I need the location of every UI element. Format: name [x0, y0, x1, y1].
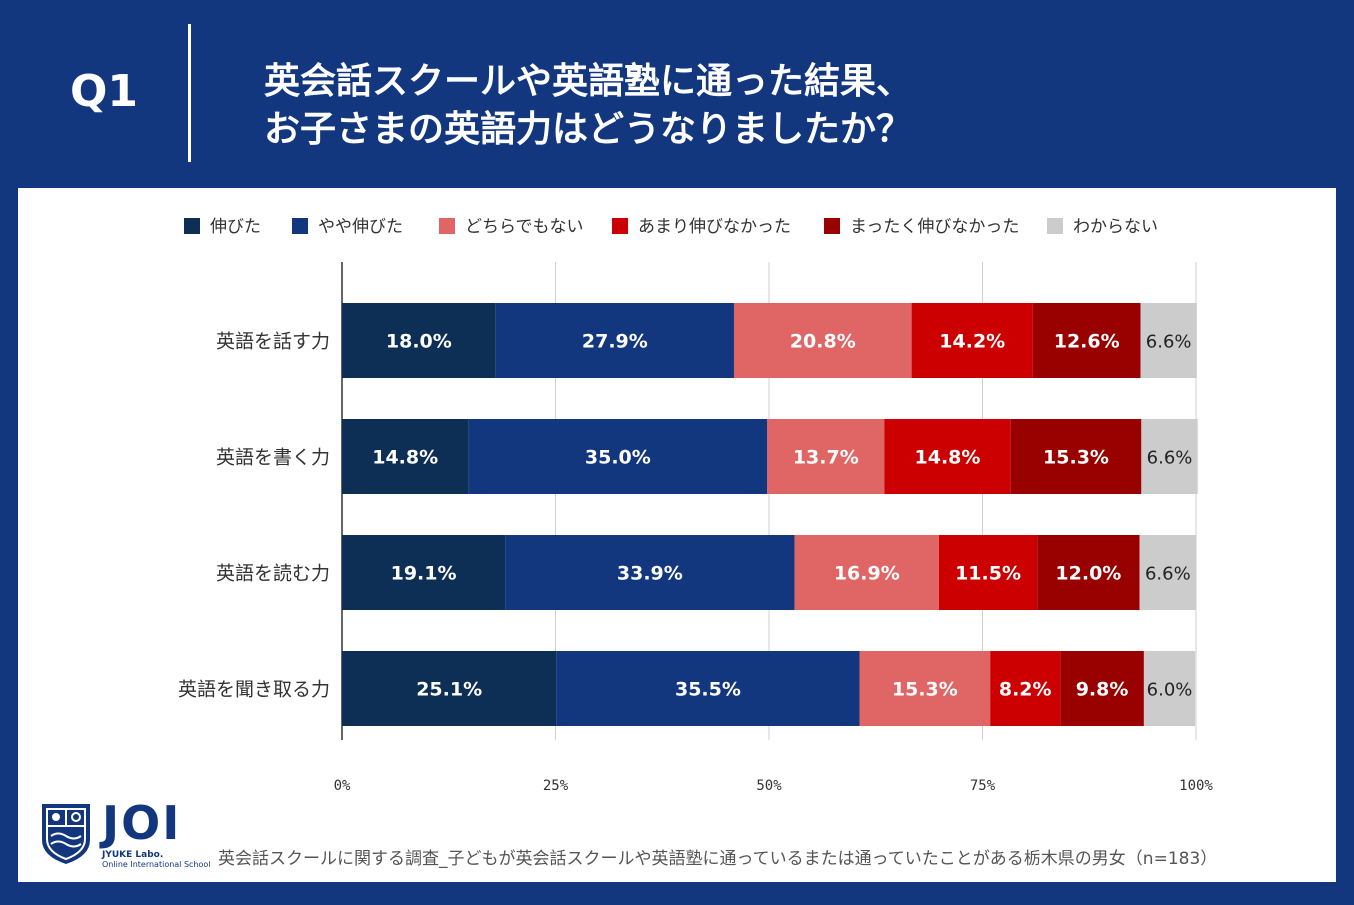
bar-segment	[794, 535, 939, 610]
legend-label: あまり伸びなかった	[638, 217, 791, 237]
shield-icon	[42, 804, 90, 864]
data-label: 16.9%	[834, 563, 900, 585]
category-label: 英語を読む力	[216, 563, 330, 585]
data-label: 14.8%	[915, 447, 981, 469]
data-label: 6.6%	[1146, 332, 1192, 353]
bar-segment	[1141, 419, 1198, 494]
bar-segment	[1140, 303, 1197, 378]
data-label: 25.1%	[416, 679, 482, 701]
question-title-line2: お子さまの英語力はどうなりましたか？	[264, 109, 913, 150]
header-divider	[188, 24, 191, 162]
logo-wordmark: JOI	[102, 796, 182, 850]
question-title-line1: 英会話スクールや英語塾に通った結果、	[264, 61, 913, 102]
legend-swatch	[824, 218, 840, 234]
bar-segment	[342, 419, 469, 494]
x-tick-label: 75%	[970, 778, 996, 794]
bar-segment	[990, 651, 1061, 726]
bar-segment	[767, 419, 885, 494]
legend-label: どちらでもない	[465, 217, 584, 237]
bar-segment	[884, 419, 1011, 494]
x-tick-label: 0%	[334, 778, 351, 794]
bar-segment	[556, 651, 860, 726]
data-label: 13.7%	[793, 447, 859, 469]
category-label: 英語を書く力	[216, 447, 330, 469]
bar-segment	[859, 651, 991, 726]
bar-segment	[938, 535, 1038, 610]
legend-label: わからない	[1073, 217, 1158, 237]
survey-source-note: 英会話スクールに関する調査_子どもが英会話スクールや英語塾に通っているまたは通っ…	[218, 849, 1218, 869]
data-label: 15.3%	[892, 679, 958, 701]
data-label: 35.0%	[585, 447, 651, 469]
bar-segment	[495, 303, 734, 378]
legend-label: やや伸びた	[318, 217, 403, 237]
chart-panel: 伸びた やや伸びた どちらでもない あまり伸びなかった まったく伸びなかった わからない 0…	[18, 188, 1336, 882]
bar-segment	[505, 535, 795, 610]
x-tick-label: 50%	[756, 778, 782, 794]
data-label: 15.3%	[1043, 447, 1109, 469]
bar-segment	[1032, 303, 1141, 378]
legend-swatch	[184, 218, 200, 234]
data-label: 20.8%	[790, 331, 856, 353]
bar-segment	[1060, 651, 1144, 726]
data-label: 12.6%	[1054, 331, 1120, 353]
bar-segment	[342, 303, 496, 378]
category-label: 英語を聞き取る力	[178, 679, 330, 701]
legend-swatch	[292, 218, 308, 234]
bar-segment	[1143, 651, 1196, 726]
question-number: Q1	[70, 66, 139, 117]
legend-swatch	[612, 218, 628, 234]
data-label: 6.6%	[1147, 448, 1193, 469]
data-label: 6.6%	[1145, 564, 1191, 585]
bar-segment	[342, 651, 557, 726]
bar-segment	[342, 535, 506, 610]
joi-logo: JOI JYUKE Labo. Online International Sch…	[38, 796, 238, 870]
legend-swatch	[1047, 218, 1063, 234]
data-label: 9.8%	[1076, 679, 1129, 701]
bar-segment	[1139, 535, 1196, 610]
data-label: 35.5%	[675, 679, 741, 701]
logo-subtitle: JYUKE Labo.	[102, 850, 164, 860]
legend-label: 伸びた	[210, 217, 261, 237]
bar-segment	[733, 303, 912, 378]
data-label: 27.9%	[582, 331, 648, 353]
data-label: 19.1%	[391, 563, 457, 585]
data-label: 12.0%	[1055, 563, 1121, 585]
logo-subtitle-2: Online International School	[102, 860, 211, 869]
x-tick-label: 25%	[543, 778, 569, 794]
data-label: 14.2%	[939, 331, 1005, 353]
data-label: 8.2%	[999, 679, 1052, 701]
bar-segment	[911, 303, 1033, 378]
data-label: 33.9%	[617, 563, 683, 585]
stacked-bar-chart: 伸びた やや伸びた どちらでもない あまり伸びなかった まったく伸びなかった わからない 0…	[178, 217, 1213, 794]
data-label: 6.0%	[1147, 680, 1193, 701]
data-label: 18.0%	[386, 331, 452, 353]
bar-segment	[1037, 535, 1140, 610]
data-label: 14.8%	[372, 447, 438, 469]
legend-label: まったく伸びなかった	[850, 217, 1019, 237]
legend-swatch	[439, 218, 455, 234]
category-label: 英語を話す力	[216, 331, 330, 353]
bar-segment	[468, 419, 768, 494]
x-tick-label: 100%	[1179, 778, 1213, 794]
bar-segment	[1010, 419, 1142, 494]
data-label: 11.5%	[955, 563, 1021, 585]
